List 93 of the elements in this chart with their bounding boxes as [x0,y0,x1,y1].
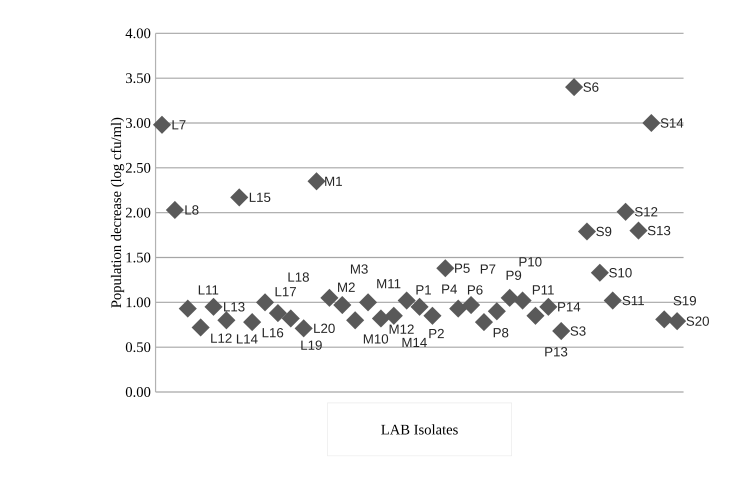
y-tick-label: 0.50 [126,342,150,352]
annotation: P5 [455,264,470,273]
annotation: P7 [480,264,496,274]
point [630,222,648,240]
point [590,264,609,282]
y-tick-label: 3.50 [126,73,150,84]
annotation: L20 [314,324,335,334]
y-tick-label: 4.00 [126,28,150,38]
annotation: M1 [325,176,342,186]
y-axis-title: Population decrease (log cfu/ml) [110,118,124,308]
point [539,298,558,316]
text: S20 [686,316,709,326]
point [230,188,248,206]
point [565,78,584,96]
point [256,293,274,312]
annotation: L15 [250,192,270,202]
annotation: P14 [558,302,580,312]
annotation: M2 [338,282,355,292]
point [243,313,262,331]
point [359,293,377,312]
y-tick-label: 3.00 [126,118,150,128]
point [320,288,338,307]
annotation: L17 [276,287,296,296]
point [475,313,493,331]
point [642,114,660,132]
annotation: S10 [609,268,632,278]
annotation: S13 [648,226,670,236]
point [398,292,416,310]
point [153,116,171,134]
x-axis-title: LAB Isolates [381,424,458,435]
point [192,318,210,336]
point [294,319,313,338]
annotation: L19 [301,340,322,350]
annotation: S3 [570,326,586,336]
point [668,312,686,330]
annotation: P11 [532,285,554,294]
point [268,304,287,322]
y-tick-label: 0.00 [126,387,150,397]
point [372,310,390,328]
point [282,310,300,328]
point [449,300,468,318]
annotation: P2 [429,328,444,338]
annotation: S12 [634,207,658,216]
annotation: L12 [211,333,232,343]
annotation: S11 [622,296,644,306]
annotation: P13 [545,347,568,356]
annotation: P4 [442,284,457,294]
annotation: L16 [262,328,284,338]
point [204,298,222,316]
annotation: M3 [350,264,368,274]
annotation: L14 [236,334,258,344]
annotation: P10 [520,257,542,267]
annotation: S19 [674,296,696,306]
point [578,222,596,240]
annotation: P8 [494,328,508,338]
annotation: L7 [172,120,186,130]
point [462,296,480,314]
point [410,298,428,316]
point [500,288,519,307]
y-tick-label: 1.00 [126,297,150,308]
point [526,306,544,325]
annotation: L11 [198,285,218,295]
y-tick-label: 2.50 [126,162,150,173]
point [217,311,236,330]
annotation: M12 [390,324,414,334]
point [166,201,184,219]
point [346,311,364,330]
annotation: M14 [402,338,427,348]
point [616,202,635,221]
annotation: S6 [583,82,598,92]
point [333,296,352,314]
annotation: M10 [364,334,388,344]
annotation: P1 [416,285,431,294]
annotation: P9 [506,270,522,280]
annotation: S14 [660,118,684,128]
point [604,292,622,310]
annotation: M11 [377,279,400,288]
point [514,292,532,310]
point [308,172,326,190]
annotation: L18 [288,272,309,282]
point [424,306,442,325]
annotation: L13 [224,302,245,312]
point [178,300,197,318]
annotation: P6 [468,285,483,295]
y-tick-label: 1.50 [126,252,150,262]
point [552,322,570,340]
y-tick-label: 2.00 [126,208,150,218]
annotation: S9 [596,226,612,236]
point [436,259,454,278]
point [488,302,506,320]
point [655,310,674,328]
point [384,306,403,325]
annotation: L8 [185,205,198,215]
